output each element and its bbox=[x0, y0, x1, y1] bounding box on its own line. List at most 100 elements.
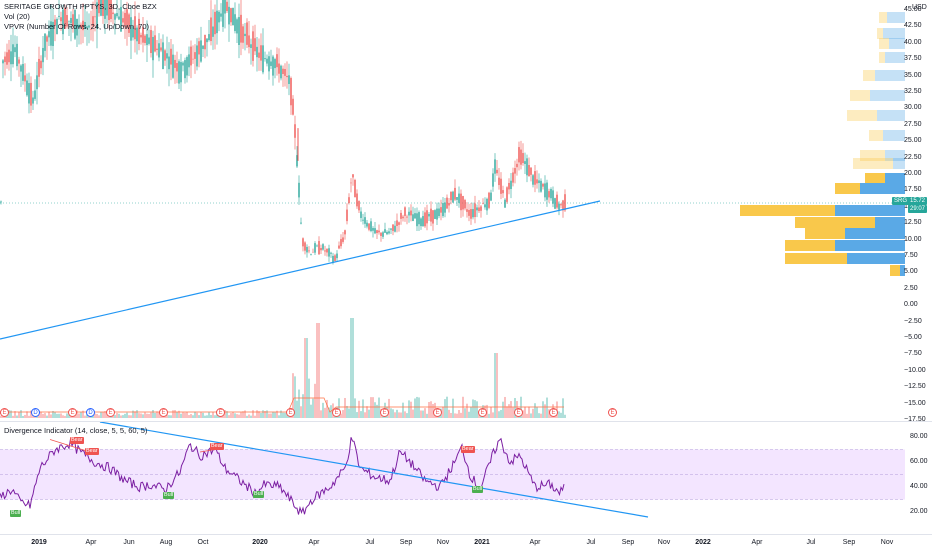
volume-bar bbox=[328, 407, 330, 418]
volume-bar bbox=[230, 413, 232, 418]
dividend-marker[interactable]: D bbox=[31, 408, 40, 417]
candle-body bbox=[440, 207, 442, 213]
volume-bar bbox=[10, 410, 12, 418]
vpvr-down-bar bbox=[847, 110, 877, 121]
candle-body bbox=[254, 38, 256, 52]
oscillator-title[interactable]: Divergence Indicator (14, close, 5, 5, 6… bbox=[4, 426, 148, 435]
vpvr-up-bar bbox=[883, 28, 905, 39]
time-tick-label: Apr bbox=[308, 539, 320, 546]
candle-body bbox=[564, 194, 566, 211]
candle-body bbox=[210, 17, 212, 42]
candle-body bbox=[474, 203, 476, 218]
volume-bar bbox=[372, 397, 374, 418]
volume-bar bbox=[192, 415, 194, 418]
volume-bar bbox=[240, 412, 242, 418]
bear-signal-label: Bear bbox=[461, 446, 475, 453]
vpvr-up-bar bbox=[883, 130, 905, 141]
bear-signal-label: Bear bbox=[210, 443, 224, 450]
candle-body bbox=[280, 65, 282, 79]
candle-body bbox=[46, 36, 48, 42]
volume-bar bbox=[284, 412, 286, 418]
earnings-marker[interactable]: E bbox=[216, 408, 225, 417]
candle-body bbox=[96, 2, 98, 29]
volume-bar bbox=[374, 402, 376, 418]
volume-legend[interactable]: Vol (20) bbox=[4, 12, 30, 21]
volume-bar bbox=[244, 410, 246, 418]
candle-body bbox=[10, 51, 12, 65]
time-tick-label: Apr bbox=[751, 539, 763, 546]
candle-body bbox=[356, 193, 358, 207]
candle-body bbox=[128, 14, 130, 33]
time-tick-label: 2020 bbox=[252, 539, 268, 546]
candle-body bbox=[368, 223, 370, 230]
candle-body bbox=[298, 182, 300, 198]
volume-bar bbox=[100, 412, 102, 418]
candle-body bbox=[326, 248, 328, 253]
earnings-marker[interactable]: E bbox=[514, 408, 523, 417]
volume-bar bbox=[530, 413, 532, 418]
earnings-marker[interactable]: E bbox=[286, 408, 295, 417]
candle-body bbox=[390, 228, 392, 230]
volume-bar bbox=[248, 414, 250, 418]
volume-bar bbox=[350, 318, 352, 418]
earnings-marker[interactable]: E bbox=[549, 408, 558, 417]
volume-bar bbox=[196, 412, 198, 418]
earnings-marker[interactable]: E bbox=[68, 408, 77, 417]
earnings-marker[interactable]: E bbox=[478, 408, 487, 417]
volume-bar bbox=[116, 413, 118, 418]
volume-bar bbox=[66, 413, 68, 418]
candle-body bbox=[292, 98, 294, 115]
vpvr-legend[interactable]: VPVR (Number Of Rows, 24, Up/Down, 70) bbox=[4, 22, 150, 31]
earnings-marker[interactable]: E bbox=[106, 408, 115, 417]
volume-bar bbox=[418, 397, 420, 418]
volume-bar bbox=[270, 413, 272, 418]
volume-bar bbox=[304, 338, 306, 418]
candle-body bbox=[244, 33, 246, 37]
pane-separator[interactable] bbox=[0, 421, 932, 422]
earnings-marker[interactable]: E bbox=[332, 408, 341, 417]
earnings-marker[interactable]: E bbox=[433, 408, 442, 417]
candle-body bbox=[44, 33, 46, 51]
candle-body bbox=[434, 210, 436, 219]
vpvr-down-bar bbox=[785, 240, 835, 251]
candle-body bbox=[462, 196, 464, 210]
candle-body bbox=[460, 193, 462, 211]
volume-bar bbox=[268, 413, 270, 418]
volume-bar bbox=[464, 408, 466, 418]
candle-body bbox=[290, 78, 292, 106]
candle-body bbox=[418, 212, 420, 225]
candle-body bbox=[552, 190, 554, 204]
earnings-marker[interactable]: E bbox=[380, 408, 389, 417]
time-tick-label: Jul bbox=[365, 539, 375, 546]
volume-bar bbox=[540, 413, 542, 418]
earnings-marker[interactable]: E bbox=[608, 408, 617, 417]
candle-body bbox=[160, 47, 162, 51]
price-trendline bbox=[0, 200, 601, 340]
price-tick-label: 0.00 bbox=[904, 301, 918, 309]
candle-body bbox=[540, 180, 542, 192]
volume-bar bbox=[294, 376, 296, 418]
volume-bar bbox=[340, 413, 342, 418]
volume-bar bbox=[410, 401, 412, 418]
candle-body bbox=[276, 54, 278, 68]
price-tick-label: −7.50 bbox=[904, 350, 922, 358]
candle-body bbox=[124, 12, 126, 27]
candle-body bbox=[8, 49, 10, 63]
candle-body bbox=[52, 21, 54, 47]
earnings-marker[interactable]: E bbox=[159, 408, 168, 417]
volume-bar bbox=[354, 398, 356, 418]
candle-body bbox=[228, 6, 230, 25]
earnings-marker[interactable]: E bbox=[0, 408, 9, 417]
dividend-marker[interactable]: D bbox=[86, 408, 95, 417]
volume-bar bbox=[156, 411, 158, 418]
candle-body bbox=[506, 187, 508, 202]
vpvr-up-bar bbox=[845, 228, 905, 239]
candle-body bbox=[200, 40, 202, 62]
symbol-tag: SRG bbox=[892, 197, 910, 205]
symbol-legend[interactable]: SERITAGE GROWTH PPTYS, 3D, Cboe BZX bbox=[4, 2, 157, 11]
volume-bar bbox=[136, 410, 138, 418]
volume-bar bbox=[342, 410, 344, 418]
price-tick-label: 5.00 bbox=[904, 268, 918, 276]
volume-bar bbox=[448, 409, 450, 418]
